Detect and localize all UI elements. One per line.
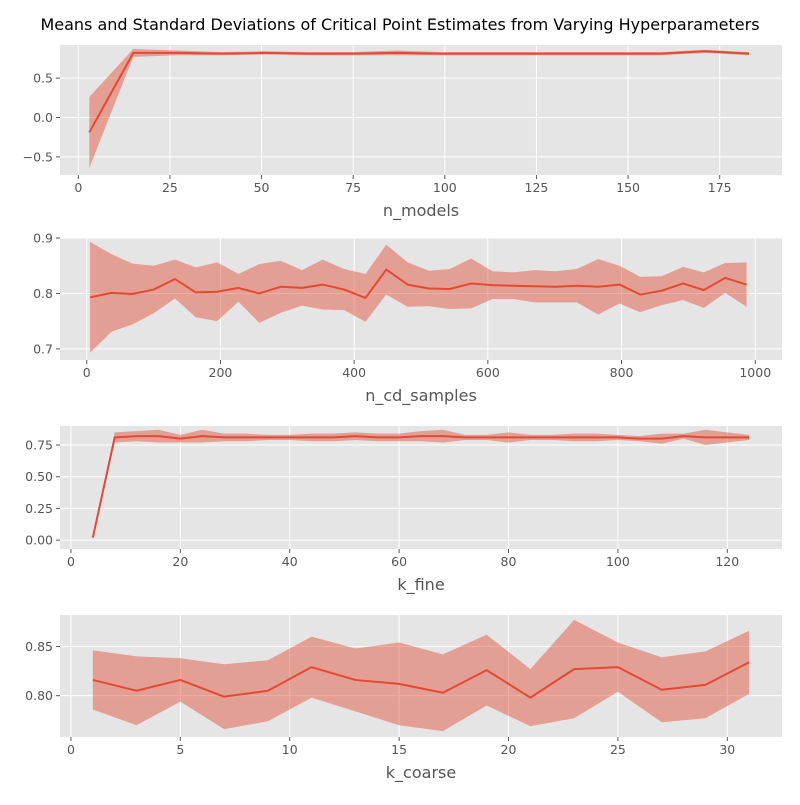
plot-area xyxy=(60,426,782,549)
y-tick-label: 0.9 xyxy=(33,231,53,246)
x-tick-label: 20 xyxy=(501,742,517,757)
mean-line xyxy=(92,661,750,699)
x-tick-label: 0 xyxy=(67,742,75,757)
subplot-k_coarse: 0 5 10 15 20 25 30 0.80 0.85 k_coarse xyxy=(25,615,782,783)
subplot-k_fine: 0 20 40 60 80 100 120 0.00 0.25 0.50 0.75 k_fine xyxy=(25,426,782,595)
x-tick-label: 175 xyxy=(708,180,732,195)
x-tick-label: 60 xyxy=(391,554,407,569)
y-tick-label: 0.5 xyxy=(33,71,53,86)
x-tick-label: 20 xyxy=(172,554,188,569)
x-tick-label: 30 xyxy=(719,742,735,757)
y-tick-label: 0.0 xyxy=(33,110,53,125)
x-tick-label: 125 xyxy=(525,180,549,195)
x-tick-label: 0 xyxy=(67,554,75,569)
x-axis-label: n_models xyxy=(383,201,459,221)
y-tick-label: 0.25 xyxy=(25,501,53,516)
x-axis-label: k_fine xyxy=(397,575,444,595)
mean-line xyxy=(91,435,750,538)
y-tick-label: 0.80 xyxy=(25,688,53,703)
x-tick-label: 800 xyxy=(610,365,634,380)
x-tick-label: 0 xyxy=(83,365,91,380)
x-tick-label: 600 xyxy=(476,365,500,380)
x-tick-label: 200 xyxy=(209,365,233,380)
x-tick-label: 80 xyxy=(501,554,517,569)
plot-area xyxy=(60,238,782,360)
std-band xyxy=(90,241,747,353)
x-tick-label: 100 xyxy=(606,554,630,569)
y-tick-label: 0.50 xyxy=(25,469,53,484)
mean-line xyxy=(88,50,750,133)
subplot-n_cd_samples: 0 200 400 600 800 1000 0.7 0.8 0.9 n_cd_samples xyxy=(33,231,782,406)
y-tick-label: −0.5 xyxy=(23,149,53,164)
x-tick-label: 25 xyxy=(610,742,626,757)
x-tick-label: 5 xyxy=(176,742,184,757)
std-band xyxy=(92,429,750,539)
x-tick-label: 25 xyxy=(162,180,178,195)
x-tick-label: 400 xyxy=(342,365,366,380)
x-tick-label: 10 xyxy=(282,742,298,757)
x-tick-label: 75 xyxy=(345,180,361,195)
x-tick-label: 100 xyxy=(433,180,457,195)
y-tick-label: 0.75 xyxy=(25,438,53,453)
y-tick-label: 0.85 xyxy=(25,639,53,654)
mean-line xyxy=(89,268,747,299)
y-tick-label: 0.7 xyxy=(33,341,53,356)
x-tick-label: 15 xyxy=(391,742,407,757)
y-tick-label: 0.8 xyxy=(33,286,53,301)
std-band xyxy=(92,619,750,732)
x-tick-label: 40 xyxy=(282,554,298,569)
subplot-n_models: 0 25 50 75 100 125 150 175 −0.5 0.0 0.5 n_models xyxy=(23,45,782,221)
plot-area xyxy=(60,45,782,175)
x-axis-label: k_coarse xyxy=(386,763,456,783)
y-tick-label: 0.00 xyxy=(25,533,53,548)
x-tick-label: 1000 xyxy=(739,365,771,380)
x-axis-label: n_cd_samples xyxy=(365,386,477,406)
chart-title: Means and Standard Deviations of Critica… xyxy=(40,15,759,34)
x-tick-label: 50 xyxy=(254,180,270,195)
x-tick-label: 120 xyxy=(715,554,739,569)
x-tick-label: 0 xyxy=(74,180,82,195)
x-tick-label: 150 xyxy=(616,180,640,195)
